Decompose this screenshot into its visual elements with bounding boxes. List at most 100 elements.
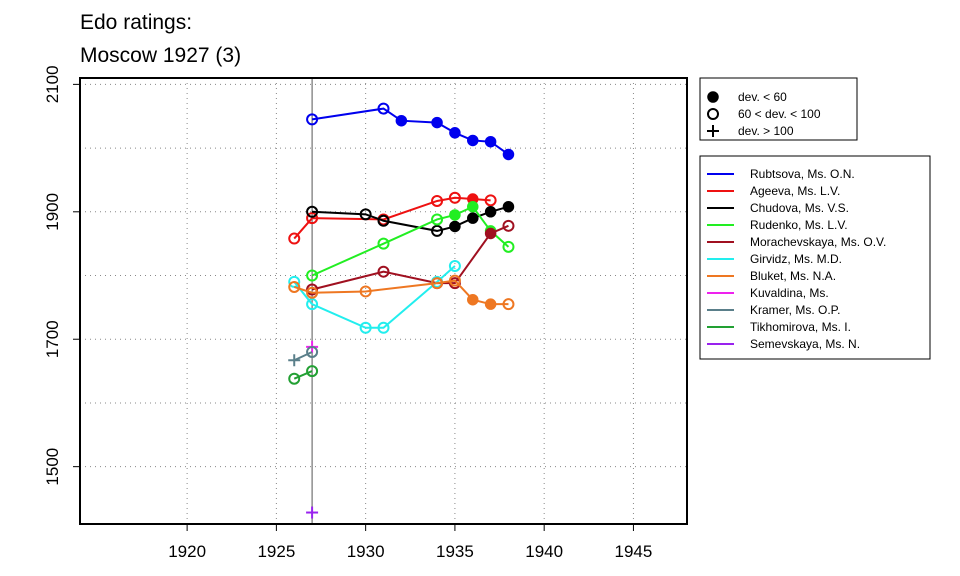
- data-point: [467, 200, 479, 213]
- legend-label: Rubtsova, Ms. O.N.: [750, 167, 855, 181]
- y-tick-label: 1900: [43, 193, 62, 231]
- y-tick-label: 2100: [43, 65, 62, 103]
- marker-legend-label: 60 < dev. < 100: [738, 107, 821, 121]
- data-point: [306, 506, 319, 519]
- data-point: [288, 372, 301, 385]
- data-point: [306, 205, 319, 218]
- legend-label: Kramer, Ms. O.P.: [750, 303, 840, 317]
- marker-legend-symbol: [707, 91, 719, 103]
- data-point: [502, 298, 515, 311]
- data-point: [431, 277, 444, 290]
- legend-label: Rudenko, Ms. L.V.: [750, 218, 848, 232]
- data-point: [502, 148, 515, 161]
- data-point: [306, 286, 319, 299]
- data-point: [467, 212, 479, 224]
- legend-label: Tikhomirova, Ms. I.: [750, 320, 851, 334]
- x-tick-label: 1935: [436, 542, 474, 561]
- x-axis-ticks: 1920 1925 1930 1935 1940 1945: [168, 524, 652, 561]
- chart-title-line-2: Moscow 1927 (3): [80, 44, 241, 67]
- legend-label: Chudova, Ms. V.S.: [750, 201, 849, 215]
- data-point: [306, 113, 319, 126]
- legend-label: Bluket, Ms. N.A.: [750, 269, 836, 283]
- x-tick-label: 1920: [168, 542, 206, 561]
- series-line: [293, 196, 491, 240]
- data-point: [449, 127, 461, 139]
- data-point: [502, 200, 515, 213]
- series-line: [311, 107, 510, 156]
- data-point: [467, 134, 479, 147]
- data-point: [449, 220, 461, 233]
- data-point: [377, 265, 390, 278]
- data-point: [448, 259, 461, 272]
- series-line: [311, 224, 509, 291]
- marker-legend-symbol: [707, 108, 719, 120]
- data-point: [395, 114, 408, 127]
- y-tick-label: 1500: [43, 448, 62, 486]
- marker-legend-symbol: [707, 125, 719, 137]
- series-line: [311, 205, 510, 277]
- series-10: [306, 506, 319, 519]
- data-point: [359, 285, 372, 298]
- data-point: [431, 116, 443, 129]
- data-point: [288, 232, 301, 245]
- series-9: [288, 365, 319, 385]
- marker-legend-label: dev. > 100: [738, 124, 794, 138]
- data-point: [306, 269, 319, 282]
- x-tick-label: 1925: [257, 542, 295, 561]
- data-point: [288, 280, 301, 293]
- legend-label: Girvidz, Ms. M.D.: [750, 252, 842, 266]
- data-point: [359, 208, 372, 221]
- legend-label: Kuvaldina, Ms.: [750, 286, 829, 300]
- data-point: [306, 212, 319, 225]
- data-point: [431, 224, 444, 237]
- series-legend: Rubtsova, Ms. O.N. Ageeva, Ms. L.V. Chudov…: [699, 155, 931, 360]
- data-point: [377, 321, 390, 334]
- series-6: [288, 274, 515, 311]
- series-layer: [288, 102, 515, 519]
- data-point: [431, 194, 444, 207]
- data-point: [449, 209, 461, 221]
- y-axis-ticks: 1500 1700 1900 2100: [43, 65, 80, 486]
- y-tick-label: 1700: [43, 320, 62, 358]
- data-point: [502, 240, 515, 253]
- data-point: [306, 345, 319, 358]
- data-point: [359, 321, 372, 334]
- series-1: [288, 191, 497, 245]
- data-point: [448, 191, 461, 204]
- data-point: [502, 219, 515, 232]
- series-line: [293, 351, 313, 362]
- plot-frame: [79, 77, 688, 525]
- marker-legend-box: [699, 77, 858, 141]
- legend-label: Morachevskaya, Ms. O.V.: [750, 235, 886, 249]
- series-0: [306, 102, 515, 161]
- series-line: [293, 370, 313, 380]
- data-point: [377, 102, 390, 115]
- series-legend-box: [699, 155, 931, 360]
- data-point: [288, 354, 301, 367]
- data-point: [306, 298, 319, 311]
- data-point: [484, 194, 497, 207]
- data-point: [484, 206, 497, 218]
- chart-title-line-1: Edo ratings:: [80, 11, 192, 34]
- x-tick-label: 1945: [615, 542, 653, 561]
- series-2: [306, 200, 515, 237]
- data-point: [377, 214, 390, 227]
- data-point: [484, 135, 497, 148]
- gridlines: [80, 78, 687, 524]
- series-8: [288, 345, 319, 367]
- data-point: [431, 213, 444, 226]
- data-point: [484, 227, 497, 240]
- x-tick-label: 1930: [347, 542, 385, 561]
- x-tick-label: 1940: [525, 542, 563, 561]
- data-point: [467, 293, 479, 306]
- legend-label: Ageeva, Ms. L.V.: [750, 184, 840, 198]
- marker-legend: dev. < 60 60 < dev. < 100 dev. > 100: [699, 77, 858, 141]
- data-point: [484, 298, 497, 310]
- data-point: [448, 274, 461, 287]
- marker-legend-label: dev. < 60: [738, 90, 787, 104]
- data-point: [377, 237, 390, 250]
- data-point: [306, 365, 319, 378]
- data-point: [288, 275, 301, 288]
- legend-label: Semevskaya, Ms. N.: [750, 337, 860, 351]
